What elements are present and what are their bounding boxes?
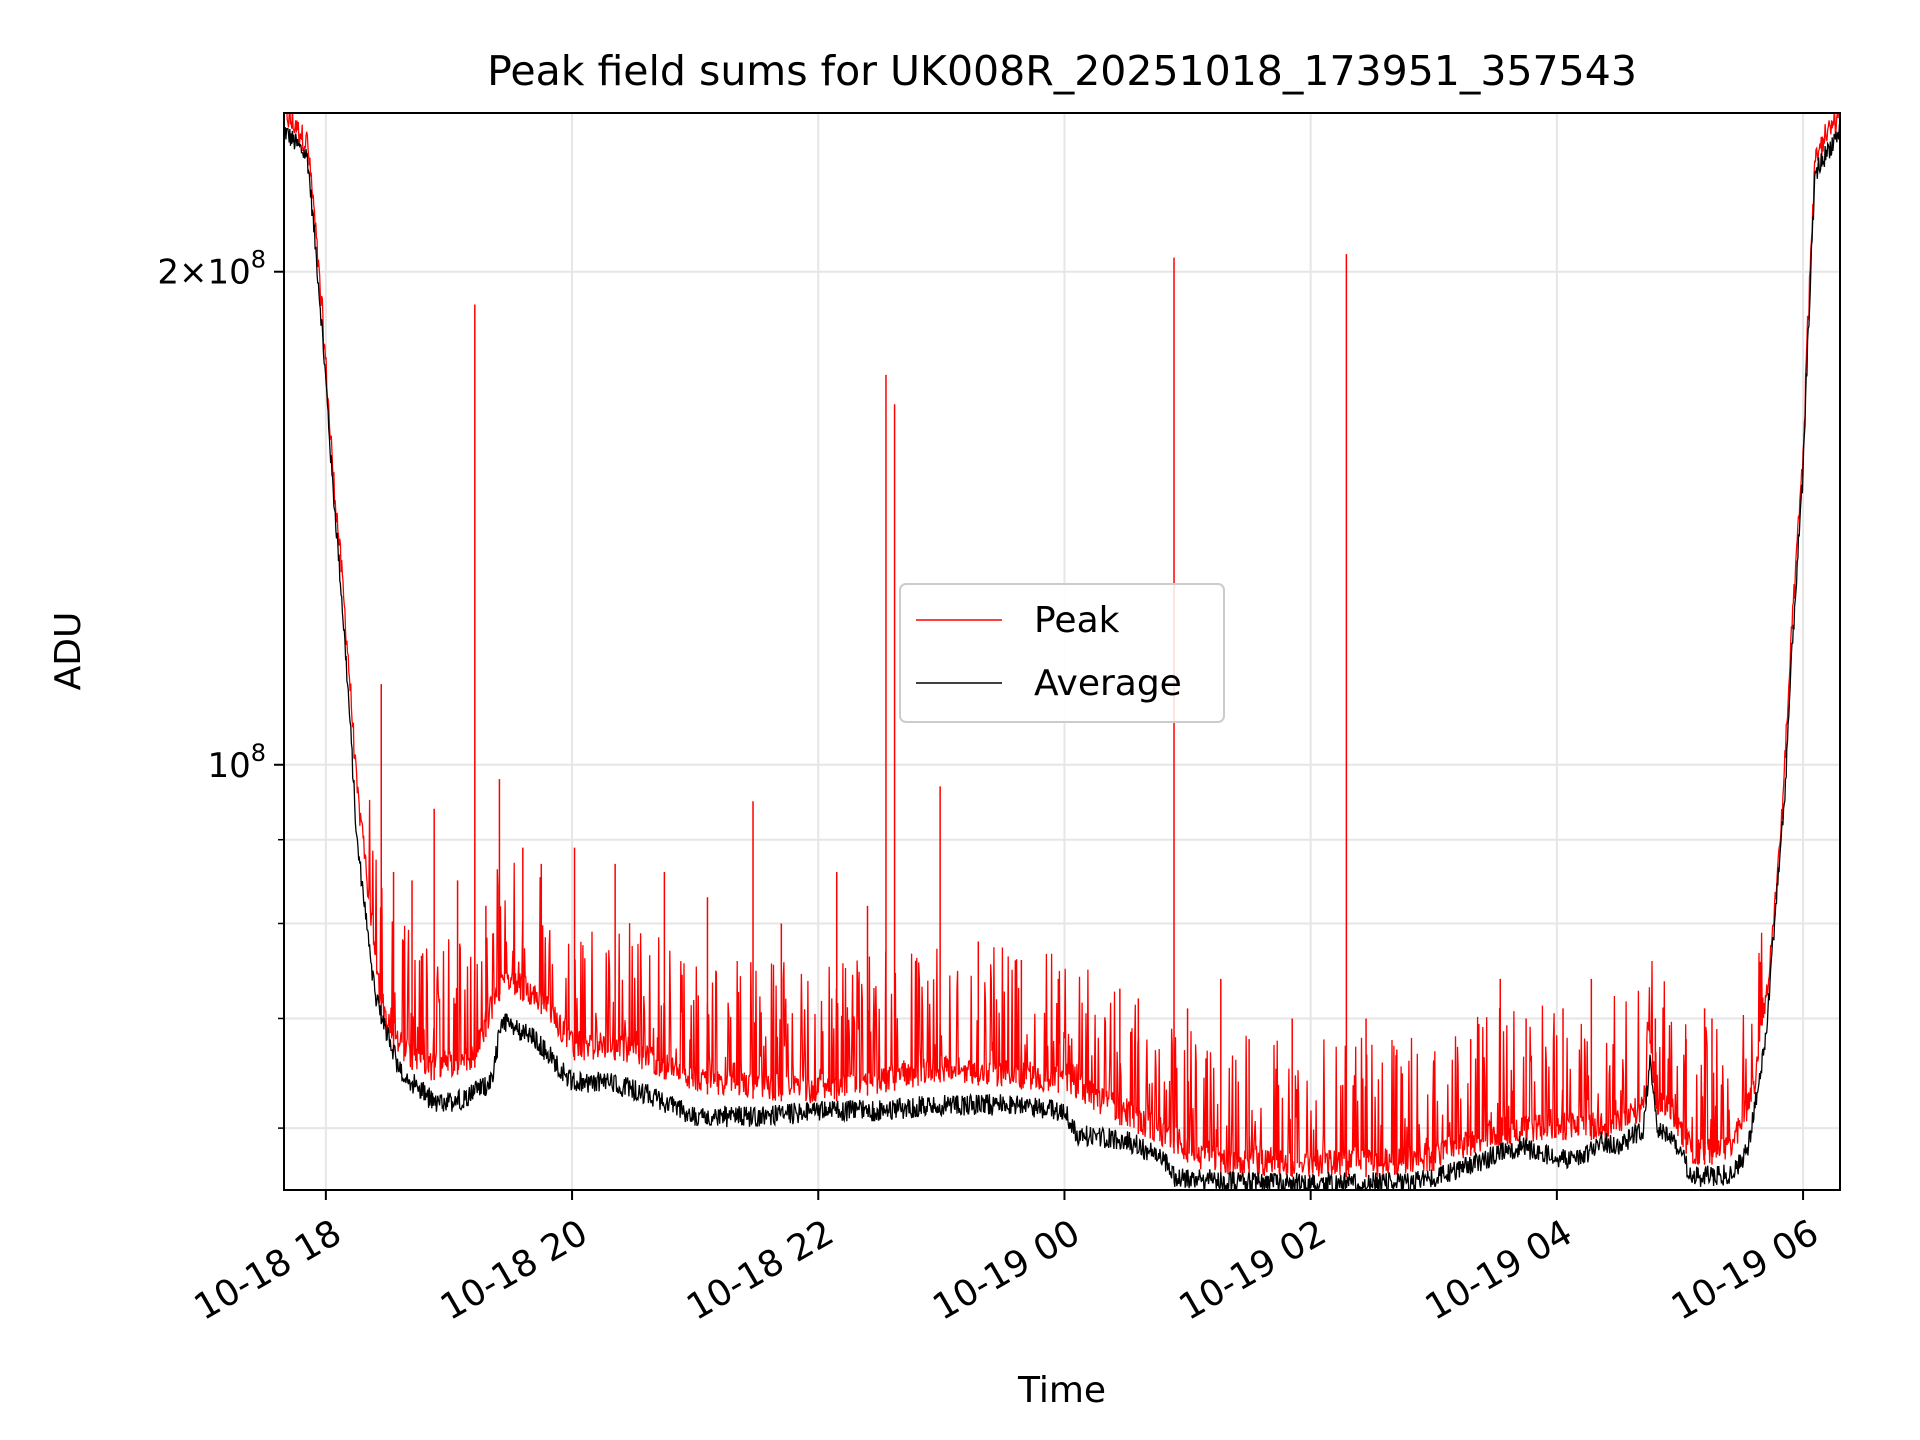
y-axis-ticks: 108 2×108 <box>157 246 284 1129</box>
grid-lines <box>284 113 1840 1190</box>
chart-title: Peak field sums for UK008R_20251018_1739… <box>487 47 1637 95</box>
y-tick-label: 2×108 <box>157 246 266 293</box>
series-layer <box>284 113 1840 1190</box>
plot-frame <box>283 112 1841 1191</box>
x-axis-label: Time <box>1017 1370 1106 1411</box>
legend: Peak Average <box>899 583 1225 723</box>
y-tick-label: 108 <box>207 739 266 786</box>
legend-box <box>899 583 1225 723</box>
series-line-average <box>284 124 1840 1190</box>
legend-label-average: Average <box>1034 663 1182 704</box>
series-line-peak <box>284 113 1839 1178</box>
legend-label-peak: Peak <box>1034 600 1120 641</box>
y-axis-label: ADU <box>48 612 89 691</box>
